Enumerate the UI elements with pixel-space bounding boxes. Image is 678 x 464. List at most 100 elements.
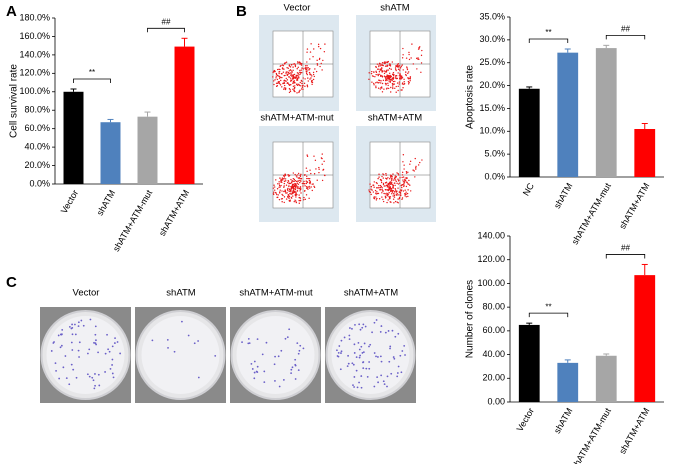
flow-dot <box>289 200 291 202</box>
flow-dot <box>373 197 375 200</box>
panel-label: C <box>6 274 17 291</box>
flow-dot <box>281 190 283 192</box>
colony <box>379 355 382 358</box>
flow-dot <box>392 195 394 197</box>
flow-dot <box>282 71 285 73</box>
colony <box>353 376 356 378</box>
flow-dot <box>296 75 298 77</box>
flow-dot <box>397 89 399 92</box>
flow-dot <box>302 77 304 79</box>
colony <box>284 337 287 340</box>
flow-dot <box>373 196 375 199</box>
flow-dot <box>323 51 326 53</box>
flow-dot <box>295 191 297 193</box>
bar <box>634 275 656 402</box>
flow-dot <box>388 182 390 185</box>
colony <box>299 344 302 347</box>
flow-dot <box>313 75 316 78</box>
flow-dot <box>273 191 275 193</box>
flow-dot <box>408 53 410 56</box>
colony <box>351 362 354 365</box>
colony <box>359 328 362 331</box>
flow-dot <box>402 161 404 163</box>
flow-dot <box>296 174 299 176</box>
colony <box>361 352 364 354</box>
flow-dot <box>395 180 397 183</box>
flow-dot <box>286 74 289 76</box>
flow-dot <box>391 73 394 75</box>
flow-dot <box>380 181 383 184</box>
colony <box>290 368 293 371</box>
flow-dot <box>375 196 377 198</box>
flow-dot <box>373 71 375 73</box>
flow-dot <box>398 65 401 67</box>
colony <box>104 371 106 373</box>
bar <box>100 122 121 184</box>
flow-dot <box>394 179 397 181</box>
flow-dot <box>393 177 396 180</box>
plate-title: Vector <box>73 288 100 299</box>
flow-dot <box>379 68 381 70</box>
flow-dot <box>398 81 401 83</box>
flow-dot <box>284 80 286 82</box>
flow-dot <box>274 186 276 188</box>
flow-dot <box>410 57 412 59</box>
flow-dot <box>287 71 290 74</box>
flow-dot <box>316 64 319 66</box>
colony <box>78 356 80 358</box>
flow-dot <box>284 87 287 89</box>
flow-dot <box>397 72 399 74</box>
flow-dot <box>399 75 402 77</box>
flow-dot <box>409 184 411 186</box>
flow-dot <box>303 196 305 199</box>
flow-dot <box>387 194 389 196</box>
y-tick-label: 160.0% <box>19 31 50 41</box>
flow-dot <box>395 91 397 93</box>
flow-dot <box>397 178 399 180</box>
colony <box>116 341 119 343</box>
flow-dot <box>293 178 296 181</box>
flow-dot <box>388 184 391 186</box>
significance-label: ** <box>89 68 95 77</box>
flow-dot <box>301 67 303 69</box>
colony <box>151 339 154 342</box>
flow-dot <box>288 65 291 67</box>
flow-dot <box>402 179 404 181</box>
flow-dot <box>295 180 298 183</box>
colony <box>91 376 94 379</box>
flow-dot <box>399 177 401 179</box>
colony <box>353 343 356 346</box>
flow-dot <box>403 168 405 170</box>
flow-dot <box>383 61 386 63</box>
flow-dot <box>307 80 309 82</box>
flow-dot <box>415 57 418 60</box>
flow-dot <box>285 61 288 63</box>
flow-dot <box>402 154 405 156</box>
flow-dot <box>386 64 389 67</box>
y-tick-label: 80.0% <box>24 105 50 115</box>
flow-dot <box>316 59 318 62</box>
flow-dot <box>301 86 304 88</box>
flow-dot <box>410 190 412 192</box>
colony <box>112 376 115 379</box>
flow-dot <box>381 187 383 189</box>
flow-dot <box>287 196 289 199</box>
colony <box>108 350 111 353</box>
colony <box>386 385 388 388</box>
significance-label: ## <box>621 24 630 33</box>
flow-dot <box>299 174 301 177</box>
flow-dot <box>387 87 390 90</box>
colony <box>353 352 356 354</box>
flow-dot <box>405 73 407 76</box>
colony <box>358 356 361 359</box>
x-tick-label: Vector <box>515 406 536 433</box>
flow-dot <box>382 182 385 185</box>
y-tick-label: 140.0% <box>19 49 50 59</box>
colony <box>387 330 390 332</box>
flow-dot <box>286 67 288 69</box>
colony <box>294 358 297 361</box>
flow-dot <box>298 91 300 94</box>
significance-bracket <box>73 78 111 84</box>
flow-dot <box>403 83 405 86</box>
colony <box>396 375 399 378</box>
